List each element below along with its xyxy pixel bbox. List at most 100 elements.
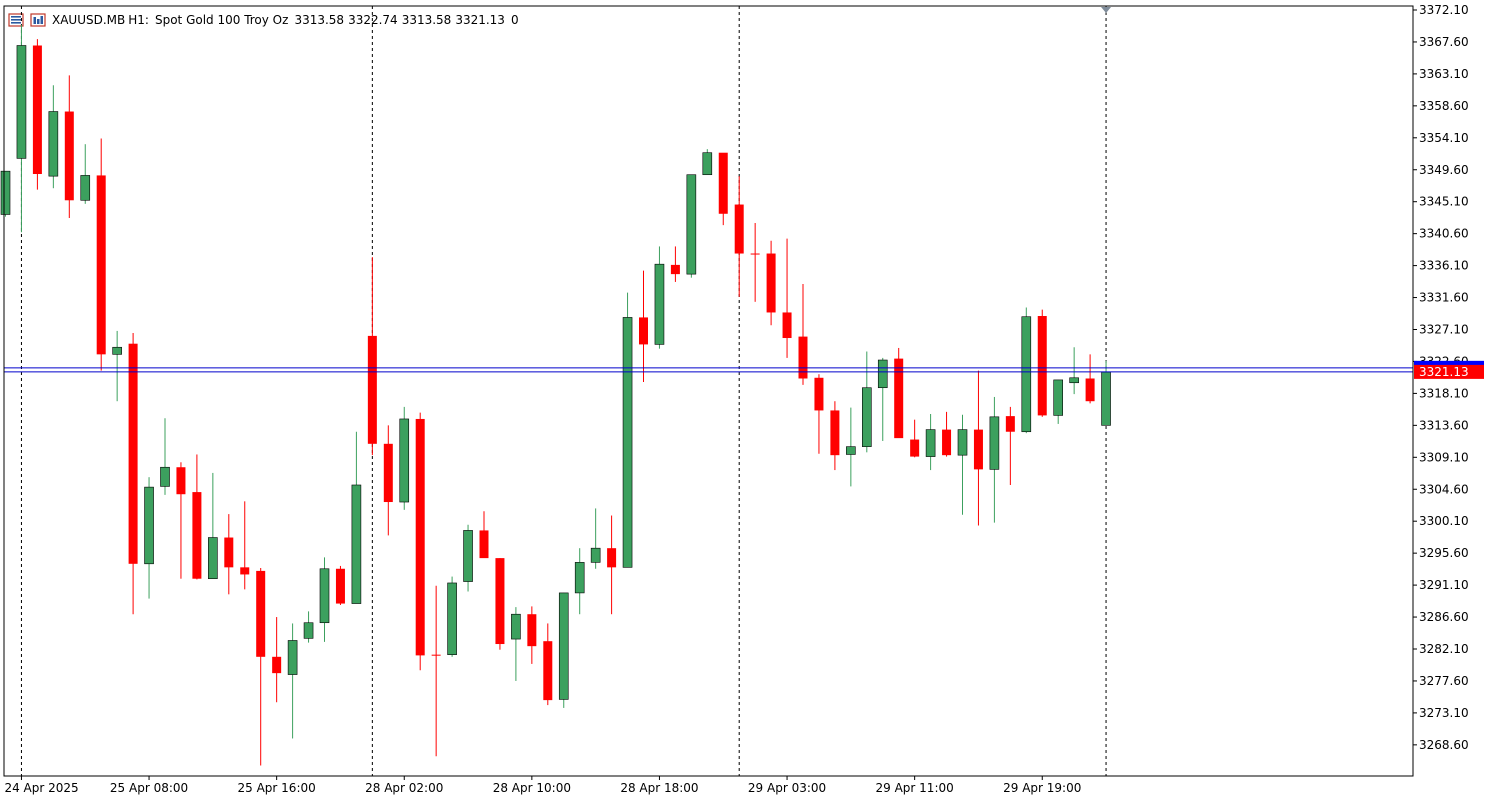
bear-candle-body — [830, 410, 840, 456]
candle — [639, 270, 648, 383]
candle — [272, 617, 282, 703]
description-label: Spot Gold 100 Troy Oz — [154, 13, 289, 27]
candle — [846, 407, 856, 487]
bull-candle-body — [112, 346, 122, 355]
y-tick-label: 3313.60 — [1419, 418, 1469, 432]
bull-candle-body — [686, 174, 697, 275]
candle — [558, 592, 569, 708]
candle — [607, 515, 617, 615]
candle — [718, 152, 728, 226]
candle — [463, 524, 473, 592]
bear-candle-body — [272, 656, 282, 674]
x-tick-label: 29 Apr 11:00 — [876, 781, 954, 795]
bear-candle-body — [335, 568, 345, 604]
bear-candle-body — [973, 429, 983, 470]
candle — [590, 508, 601, 569]
y-tick-label: 3327.10 — [1419, 323, 1469, 337]
candle — [479, 511, 489, 559]
ohlc-volume: 0 — [510, 13, 519, 27]
bull-candle-body — [0, 170, 11, 215]
x-tick-label: 24 Apr 2025 — [4, 781, 78, 795]
bull-candle-body — [654, 263, 665, 345]
bull-candle-body — [144, 486, 154, 565]
candle — [176, 462, 186, 579]
candle — [112, 330, 122, 402]
ohlc-high: 3322.74 — [348, 13, 398, 27]
bear-candle-body — [1085, 378, 1095, 402]
bear-candle-body — [96, 175, 106, 355]
candle — [894, 347, 904, 439]
bear-candle-body — [415, 418, 425, 656]
candle — [1053, 379, 1063, 424]
y-tick-label: 3282.10 — [1419, 642, 1469, 656]
ohlc-open: 3313.58 — [294, 13, 345, 27]
candle — [574, 548, 585, 615]
candle — [702, 149, 713, 176]
bear-candle-body — [607, 548, 617, 568]
y-tick-label: 3309.10 — [1419, 450, 1469, 464]
bear-candle-body — [64, 111, 74, 201]
bull-candle-body — [989, 416, 1000, 470]
candle — [750, 223, 760, 302]
bull-candle-body — [319, 568, 330, 624]
bull-candle-body — [925, 429, 936, 457]
bull-candle-body — [622, 317, 633, 568]
bear-candle-body — [527, 614, 537, 647]
y-tick-label: 3277.60 — [1419, 674, 1469, 688]
candle — [511, 607, 521, 681]
chart-properties-icon[interactable] — [30, 13, 46, 27]
y-tick-label: 3300.10 — [1419, 514, 1469, 528]
x-tick-label: 28 Apr 18:00 — [620, 781, 698, 795]
x-tick-label: 25 Apr 16:00 — [238, 781, 316, 795]
candle — [367, 257, 377, 456]
plot-border — [3, 5, 1414, 777]
bull-candle-body — [511, 613, 521, 640]
y-tick-label: 3363.10 — [1419, 67, 1469, 81]
y-tick-label: 3367.60 — [1419, 35, 1469, 49]
bull-candle-body — [877, 359, 888, 389]
bull-candle-body — [574, 562, 585, 594]
bear-candle-body — [718, 152, 728, 214]
candle — [543, 623, 553, 706]
y-tick-label: 3268.60 — [1419, 738, 1469, 752]
price-lines — [4, 7, 1413, 373]
timeframe-label: H1: — [128, 13, 149, 27]
candle — [0, 170, 11, 217]
candle — [1021, 307, 1032, 434]
candle — [32, 39, 42, 190]
bull-candle-body — [558, 592, 569, 700]
y-tick-label: 3358.60 — [1419, 99, 1469, 113]
trade-panel-icon[interactable] — [8, 13, 24, 27]
bull-candle-body — [1021, 316, 1032, 433]
bear-candle-body — [670, 264, 680, 275]
bull-candle-body — [861, 387, 872, 447]
candle — [256, 568, 266, 766]
ohlc-close: 3321.13 — [455, 13, 505, 27]
bear-candle-body — [734, 204, 744, 254]
candle — [80, 144, 91, 204]
candle — [942, 411, 952, 457]
candle — [670, 246, 680, 282]
candle — [877, 357, 888, 441]
candle — [351, 431, 362, 604]
bear-candle-body — [782, 312, 792, 339]
candle — [734, 176, 744, 297]
y-tick-label: 3336.10 — [1419, 259, 1469, 273]
bull-candle-body — [1053, 379, 1063, 416]
bear-candle-body — [543, 641, 553, 701]
bear-candle-body — [1005, 416, 1015, 432]
y-tick-label: 3318.10 — [1419, 386, 1469, 400]
price-axis[interactable]: 3372.10 3367.60 3363.10 3358.60 3354.10 3349.… — [1413, 3, 1469, 752]
time-axis[interactable]: 24 Apr 2025 25 Apr 08:00 25 Apr 16:00 28 Ap… — [4, 776, 1081, 795]
bear-candle-body — [256, 570, 266, 657]
candle — [399, 406, 410, 510]
bear-candle-body — [383, 443, 393, 503]
chart-shift-marker[interactable] — [1101, 7, 1112, 13]
candle — [495, 558, 505, 650]
candles — [0, 24, 1111, 766]
y-tick-label: 3345.10 — [1419, 195, 1469, 209]
candle — [830, 401, 840, 471]
candle — [1069, 347, 1079, 395]
candle — [128, 333, 138, 615]
